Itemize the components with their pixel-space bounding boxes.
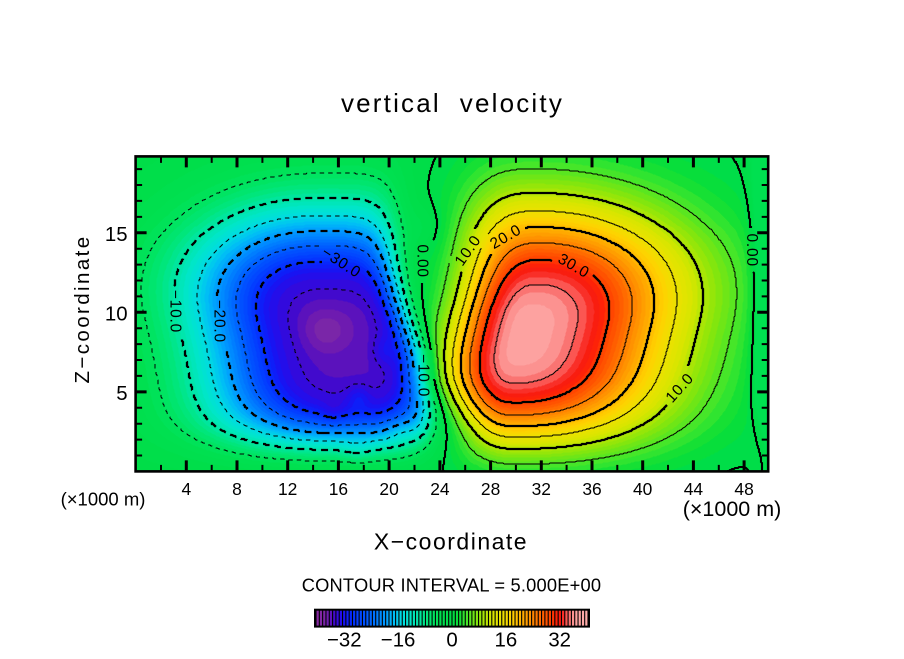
svg-text:44: 44 [684, 479, 704, 499]
svg-text:vertical velocity: vertical velocity [341, 88, 564, 118]
svg-text:CONTOUR INTERVAL = 5.000E+00: CONTOUR INTERVAL = 5.000E+00 [302, 575, 602, 596]
svg-text:32: 32 [548, 630, 571, 652]
svg-text:X−coordinate: X−coordinate [374, 529, 528, 555]
svg-text:10: 10 [105, 304, 128, 326]
svg-text:−10.0: −10.0 [166, 290, 183, 333]
svg-text:12: 12 [278, 479, 297, 499]
svg-text:−16: −16 [381, 630, 416, 652]
svg-text:Z−coordinate: Z−coordinate [71, 234, 94, 383]
svg-text:4: 4 [181, 479, 191, 499]
svg-text:0.00: 0.00 [743, 234, 760, 267]
svg-text:32: 32 [532, 479, 551, 499]
svg-text:48: 48 [734, 479, 753, 499]
svg-text:0.00: 0.00 [414, 244, 431, 277]
svg-text:8: 8 [232, 479, 242, 499]
svg-text:0: 0 [446, 630, 457, 652]
svg-text:16: 16 [495, 630, 518, 652]
svg-text:24: 24 [430, 479, 450, 499]
svg-text:28: 28 [481, 479, 500, 499]
svg-text:15: 15 [105, 224, 128, 246]
svg-text:−20.0: −20.0 [210, 300, 227, 343]
svg-text:36: 36 [582, 479, 601, 499]
svg-text:−10.0: −10.0 [415, 354, 432, 397]
svg-text:(×1000 m): (×1000 m) [61, 489, 146, 510]
svg-text:−32: −32 [327, 630, 362, 652]
svg-text:40: 40 [633, 479, 652, 499]
svg-text:16: 16 [329, 479, 348, 499]
svg-text:(×1000 m): (×1000 m) [683, 497, 782, 521]
svg-text:5: 5 [116, 383, 127, 405]
svg-text:20: 20 [379, 479, 398, 499]
